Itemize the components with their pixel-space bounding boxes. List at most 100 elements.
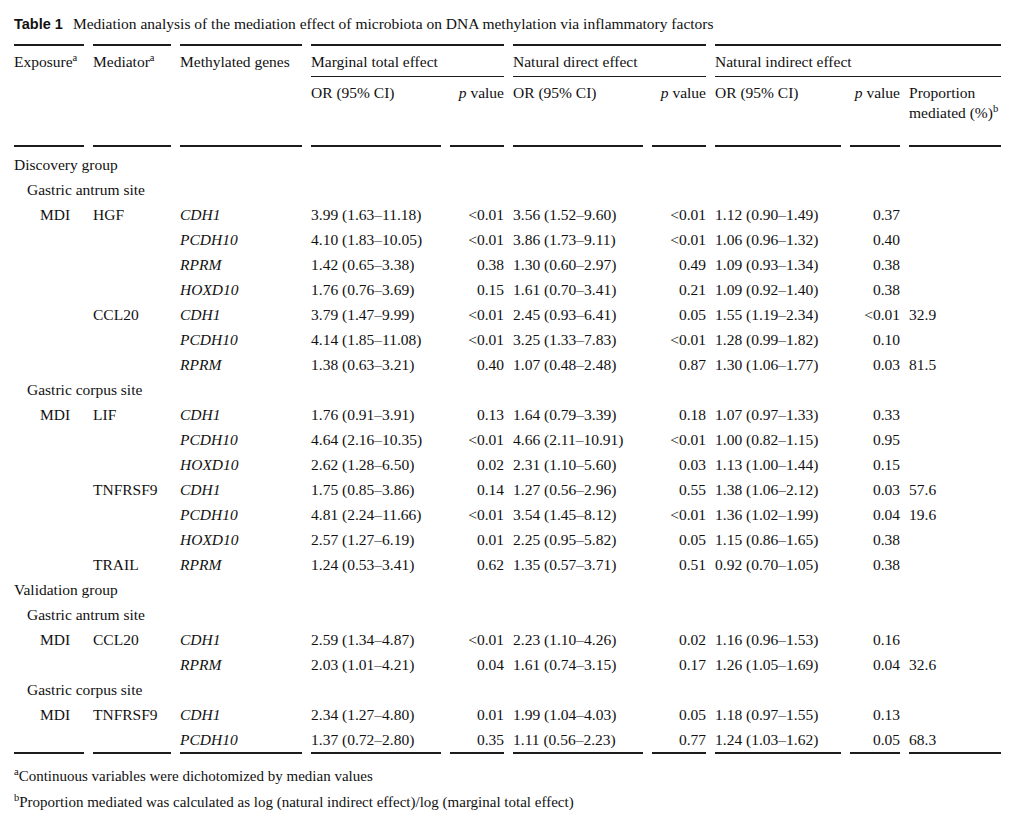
cell-mt-or: 4.10 (1.83–10.05) [311, 227, 441, 252]
cell-prop: 19.6 [909, 502, 1001, 527]
cell-nd-p: 0.17 [652, 652, 706, 677]
cell-nd-or: 3.86 (1.73–9.11) [513, 227, 643, 252]
cell-mt-p: <0.01 [450, 627, 504, 652]
cell-prop [909, 452, 1001, 477]
cell-mt-or: 1.75 (0.85–3.86) [311, 477, 441, 502]
cell-mt-or: 2.34 (1.27–4.80) [311, 702, 441, 727]
cell-ni-p: 0.10 [850, 327, 900, 352]
cell-mediator [93, 427, 171, 452]
cell-ni-p: 0.38 [850, 277, 900, 302]
cell-ni-p: 0.03 [850, 477, 900, 502]
cell-gene: CDH1 [180, 702, 302, 727]
cell-mediator [93, 252, 171, 277]
cell-ni-or: 1.12 (0.90–1.49) [715, 202, 841, 227]
cell-exposure [14, 552, 84, 577]
cell-nd-p: 0.05 [652, 527, 706, 552]
cell-ni-p: 0.95 [850, 427, 900, 452]
footnote-marker-b: b [993, 103, 998, 114]
cell-ni-or: 1.16 (0.96–1.53) [715, 627, 841, 652]
cell-nd-p: 0.77 [652, 727, 706, 754]
cell-mt-p: 0.14 [450, 477, 504, 502]
table-row: PCDH104.14 (1.85–11.08)<0.013.25 (1.33–7… [14, 327, 1001, 352]
cell-mt-p: 0.35 [450, 727, 504, 754]
table-row: MDILIFCDH11.76 (0.91–3.91)0.131.64 (0.79… [14, 402, 1001, 427]
cell-mediator: CCL20 [93, 302, 171, 327]
cell-mt-p: <0.01 [450, 202, 504, 227]
cell-nd-or: 1.61 (0.70–3.41) [513, 277, 643, 302]
cell-exposure [14, 327, 84, 352]
cell-gene: HOXD10 [180, 277, 302, 302]
cell-exposure [14, 727, 84, 754]
col-header-nd-p: p value [652, 77, 706, 147]
table-row: TRAILRPRM1.24 (0.53–3.41)0.621.35 (0.57–… [14, 552, 1001, 577]
section-label: Gastric corpus site [14, 377, 1001, 402]
cell-ni-or: 1.15 (0.86–1.65) [715, 527, 841, 552]
cell-prop [909, 427, 1001, 452]
cell-ni-or: 1.26 (1.05–1.69) [715, 652, 841, 677]
cell-nd-or: 4.66 (2.11–10.91) [513, 427, 643, 452]
p-italic: p [661, 84, 669, 101]
table-row: MDIHGFCDH13.99 (1.63–11.18)<0.013.56 (1.… [14, 202, 1001, 227]
section-label: Gastric antrum site [14, 602, 1001, 627]
table-label: Table 1 [14, 16, 63, 32]
col-header-mt-p: p value [450, 77, 504, 147]
cell-ni-p: 0.04 [850, 652, 900, 677]
proportion-mediated-label: Proportion mediated (%) [909, 84, 993, 121]
p-rest: value [669, 84, 706, 101]
cell-ni-or: 1.06 (0.96–1.32) [715, 227, 841, 252]
cell-nd-or: 1.27 (0.56–2.96) [513, 477, 643, 502]
table-row: RPRM2.03 (1.01–4.21)0.041.61 (0.74–3.15)… [14, 652, 1001, 677]
footnote-marker-a: a [150, 52, 155, 63]
cell-mediator [93, 277, 171, 302]
cell-prop [909, 327, 1001, 352]
cell-nd-or: 3.54 (1.45–8.12) [513, 502, 643, 527]
cell-nd-or: 3.25 (1.33–7.83) [513, 327, 643, 352]
cell-mt-or: 4.64 (2.16–10.35) [311, 427, 441, 452]
section-label: Validation group [14, 577, 1001, 602]
cell-mt-p: 0.04 [450, 652, 504, 677]
cell-mt-p: 0.38 [450, 252, 504, 277]
cell-nd-p: <0.01 [652, 202, 706, 227]
cell-mediator [93, 727, 171, 754]
table-body: Discovery groupGastric antrum siteMDIHGF… [14, 147, 1001, 754]
cell-nd-p: <0.01 [652, 227, 706, 252]
section-row: Gastric antrum site [14, 177, 1001, 202]
table-row: PCDH104.81 (2.24–11.66)<0.013.54 (1.45–8… [14, 502, 1001, 527]
cell-gene: PCDH10 [180, 327, 302, 352]
cell-mt-p: 0.02 [450, 452, 504, 477]
cell-nd-p: 0.51 [652, 552, 706, 577]
cell-nd-p: 0.21 [652, 277, 706, 302]
cell-mediator: TNFRSF9 [93, 477, 171, 502]
col-group-marginal-total-effect: Marginal total effect [311, 44, 504, 77]
p-italic: p [459, 84, 467, 101]
cell-ni-p: 0.37 [850, 202, 900, 227]
cell-mt-p: 0.01 [450, 702, 504, 727]
cell-nd-p: <0.01 [652, 502, 706, 527]
cell-gene: RPRM [180, 352, 302, 377]
cell-mt-or: 1.38 (0.63–3.21) [311, 352, 441, 377]
cell-ni-p: 0.33 [850, 402, 900, 427]
cell-mt-p: <0.01 [450, 302, 504, 327]
cell-ni-p: 0.16 [850, 627, 900, 652]
footnote-a: aContinuous variables were dichotomized … [14, 763, 1001, 789]
footnote-b: bProportion mediated was calculated as l… [14, 789, 1001, 815]
cell-ni-p: 0.15 [850, 452, 900, 477]
table-caption: Table 1Mediation analysis of the mediati… [14, 14, 1001, 34]
footnote-a-text: Continuous variables were dichotomized b… [19, 768, 373, 784]
cell-exposure [14, 652, 84, 677]
table-row: TNFRSF9CDH11.75 (0.85–3.86)0.141.27 (0.5… [14, 477, 1001, 502]
table-row: PCDH104.10 (1.83–10.05)<0.013.86 (1.73–9… [14, 227, 1001, 252]
cell-prop [909, 552, 1001, 577]
cell-mt-or: 2.59 (1.34–4.87) [311, 627, 441, 652]
cell-mt-or: 3.79 (1.47–9.99) [311, 302, 441, 327]
cell-mt-or: 1.24 (0.53–3.41) [311, 552, 441, 577]
cell-exposure [14, 527, 84, 552]
cell-gene: PCDH10 [180, 502, 302, 527]
cell-gene: CDH1 [180, 202, 302, 227]
col-header-ni-or: OR (95% CI) [715, 77, 841, 147]
cell-nd-or: 1.35 (0.57–3.71) [513, 552, 643, 577]
cell-nd-p: 0.18 [652, 402, 706, 427]
cell-mt-or: 1.37 (0.72–2.80) [311, 727, 441, 754]
cell-prop [909, 527, 1001, 552]
cell-exposure: MDI [14, 402, 84, 427]
